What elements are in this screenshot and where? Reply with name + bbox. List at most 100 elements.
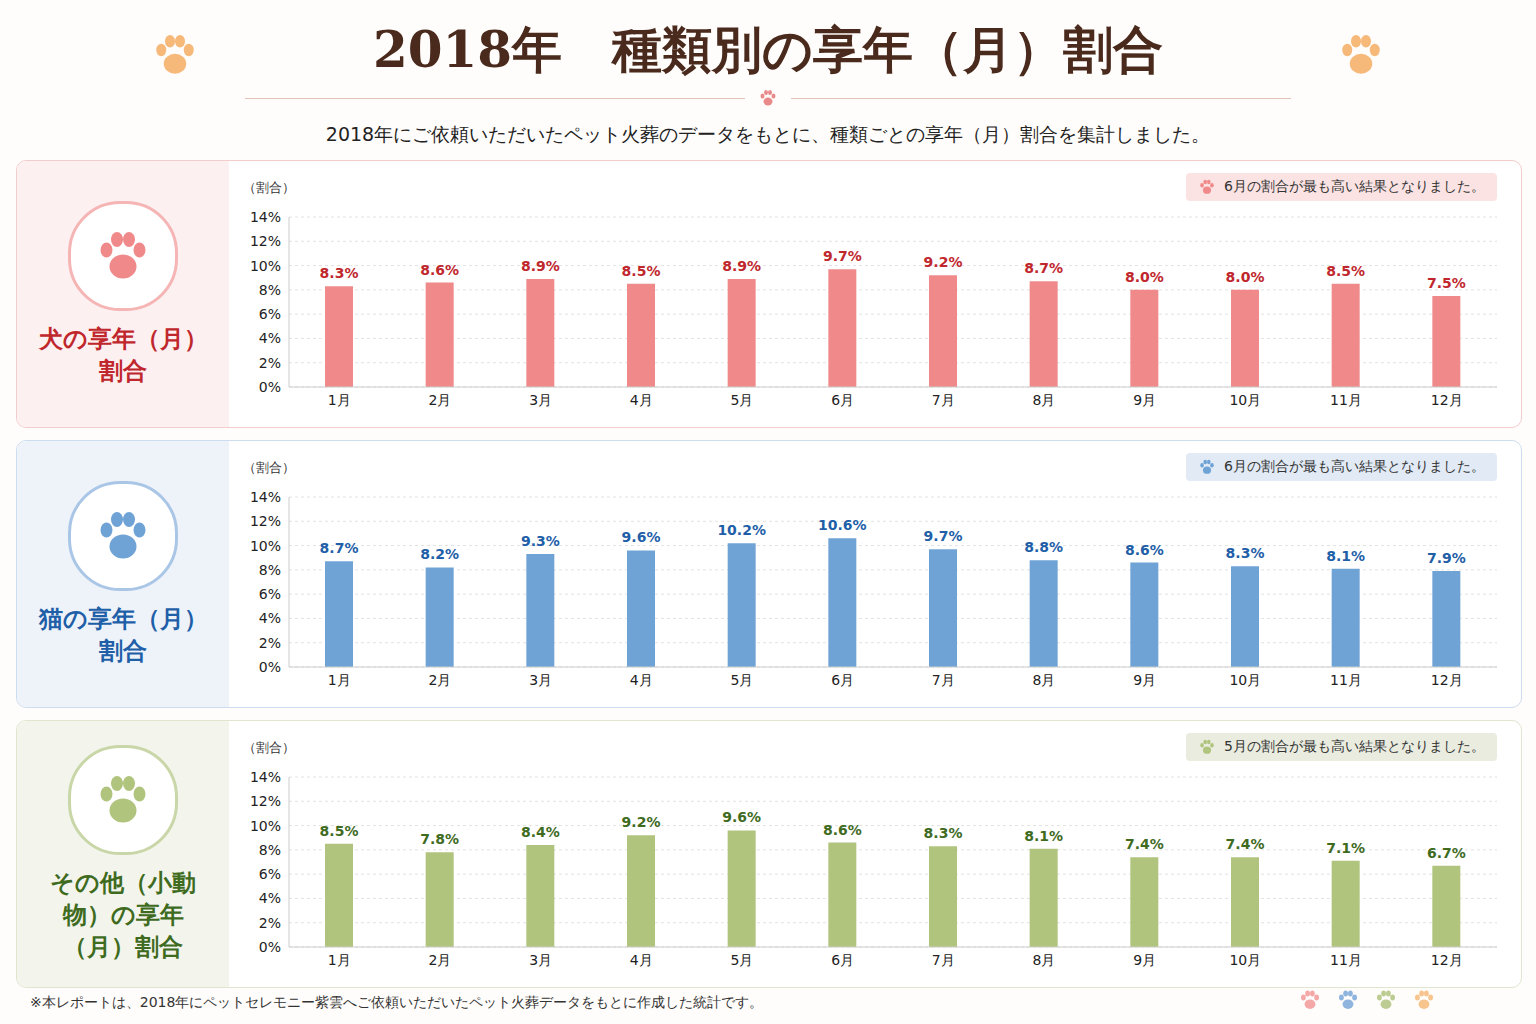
svg-text:8.6%: 8.6% bbox=[420, 262, 459, 278]
svg-text:2%: 2% bbox=[259, 915, 281, 931]
svg-text:9.7%: 9.7% bbox=[924, 528, 963, 544]
svg-text:7月: 7月 bbox=[932, 672, 955, 688]
svg-text:7.8%: 7.8% bbox=[420, 831, 459, 847]
svg-text:7.1%: 7.1% bbox=[1326, 840, 1365, 856]
svg-text:12%: 12% bbox=[250, 793, 281, 809]
svg-text:12%: 12% bbox=[250, 513, 281, 529]
svg-text:8%: 8% bbox=[259, 842, 281, 858]
svg-text:0%: 0% bbox=[259, 939, 281, 955]
html-text:猫の享年（月）割合: 猫の享年（月）割合 bbox=[38, 604, 208, 665]
svg-text:8.5%: 8.5% bbox=[320, 823, 359, 839]
svg-text:12月: 12月 bbox=[1431, 392, 1463, 408]
svg-text:4%: 4% bbox=[259, 890, 281, 906]
svg-text:8.6%: 8.6% bbox=[1125, 542, 1164, 558]
svg-text:8月: 8月 bbox=[1033, 672, 1056, 688]
svg-text:10.6%: 10.6% bbox=[818, 517, 867, 533]
svg-text:8.9%: 8.9% bbox=[722, 258, 761, 274]
svg-text:8.7%: 8.7% bbox=[320, 540, 359, 556]
svg-text:10%: 10% bbox=[250, 258, 281, 274]
svg-text:12月: 12月 bbox=[1431, 952, 1463, 968]
svg-text:8.9%: 8.9% bbox=[521, 258, 560, 274]
svg-text:2月: 2月 bbox=[429, 392, 452, 408]
svg-text:4月: 4月 bbox=[630, 952, 653, 968]
svg-text:1月: 1月 bbox=[328, 672, 351, 688]
svg-text:6.7%: 6.7% bbox=[1427, 845, 1466, 861]
svg-text:6%: 6% bbox=[259, 866, 281, 882]
svg-text:11月: 11月 bbox=[1330, 952, 1362, 968]
svg-text:8月: 8月 bbox=[1033, 952, 1056, 968]
svg-text:2月: 2月 bbox=[429, 672, 452, 688]
svg-text:6月: 6月 bbox=[831, 672, 854, 688]
svg-text:2%: 2% bbox=[259, 355, 281, 371]
svg-text:9.6%: 9.6% bbox=[622, 529, 661, 545]
svg-text:8.3%: 8.3% bbox=[924, 825, 963, 841]
svg-text:8.5%: 8.5% bbox=[622, 263, 661, 279]
svg-text:8.5%: 8.5% bbox=[1326, 263, 1365, 279]
svg-text:8.2%: 8.2% bbox=[420, 546, 459, 562]
svg-text:9月: 9月 bbox=[1133, 672, 1156, 688]
svg-text:1月: 1月 bbox=[328, 392, 351, 408]
svg-text:5月: 5月 bbox=[731, 672, 754, 688]
svg-text:10%: 10% bbox=[250, 818, 281, 834]
svg-text:0%: 0% bbox=[259, 379, 281, 395]
svg-text:10.2%: 10.2% bbox=[717, 522, 766, 538]
svg-text:5月: 5月 bbox=[731, 952, 754, 968]
svg-text:4月: 4月 bbox=[630, 392, 653, 408]
svg-text:7.4%: 7.4% bbox=[1125, 836, 1164, 852]
svg-text:8.7%: 8.7% bbox=[1024, 260, 1063, 276]
svg-text:7月: 7月 bbox=[932, 392, 955, 408]
svg-text:14%: 14% bbox=[250, 769, 281, 785]
svg-text:8.3%: 8.3% bbox=[1226, 545, 1265, 561]
svg-text:10%: 10% bbox=[250, 538, 281, 554]
svg-text:6月: 6月 bbox=[831, 952, 854, 968]
html-text:犬の享年（月）割合: 犬の享年（月）割合 bbox=[38, 324, 208, 385]
svg-text:8.4%: 8.4% bbox=[521, 824, 560, 840]
svg-text:8.3%: 8.3% bbox=[320, 265, 359, 281]
svg-text:10月: 10月 bbox=[1229, 392, 1261, 408]
svg-text:6%: 6% bbox=[259, 306, 281, 322]
svg-text:2月: 2月 bbox=[429, 952, 452, 968]
svg-text:5月: 5月 bbox=[731, 392, 754, 408]
html-text:2018年 種類別の享年（月）割合: 2018年 種類別の享年（月）割合 bbox=[372, 20, 1164, 79]
svg-text:8.8%: 8.8% bbox=[1024, 539, 1063, 555]
svg-text:9.6%: 9.6% bbox=[722, 809, 761, 825]
svg-text:11月: 11月 bbox=[1330, 672, 1362, 688]
svg-text:4%: 4% bbox=[259, 610, 281, 626]
svg-text:6月: 6月 bbox=[831, 392, 854, 408]
svg-text:9.3%: 9.3% bbox=[521, 533, 560, 549]
svg-text:9.2%: 9.2% bbox=[924, 254, 963, 270]
svg-text:12月: 12月 bbox=[1431, 672, 1463, 688]
svg-text:7.5%: 7.5% bbox=[1427, 275, 1466, 291]
svg-text:3月: 3月 bbox=[529, 952, 552, 968]
svg-text:14%: 14% bbox=[250, 489, 281, 505]
svg-text:4%: 4% bbox=[259, 330, 281, 346]
html-text:その他（小動物）の享年（月）割合: その他（小動物）の享年（月）割合 bbox=[50, 868, 196, 961]
svg-text:6%: 6% bbox=[259, 586, 281, 602]
svg-text:10月: 10月 bbox=[1229, 952, 1261, 968]
svg-text:3月: 3月 bbox=[529, 392, 552, 408]
svg-text:12%: 12% bbox=[250, 233, 281, 249]
svg-text:8.0%: 8.0% bbox=[1226, 269, 1265, 285]
svg-text:8%: 8% bbox=[259, 562, 281, 578]
svg-text:8.6%: 8.6% bbox=[823, 822, 862, 838]
svg-text:9月: 9月 bbox=[1133, 392, 1156, 408]
svg-text:1月: 1月 bbox=[328, 952, 351, 968]
svg-text:0%: 0% bbox=[259, 659, 281, 675]
svg-text:3月: 3月 bbox=[529, 672, 552, 688]
svg-text:9.7%: 9.7% bbox=[823, 248, 862, 264]
svg-text:9.2%: 9.2% bbox=[622, 814, 661, 830]
svg-text:8%: 8% bbox=[259, 282, 281, 298]
svg-text:7.4%: 7.4% bbox=[1226, 836, 1265, 852]
svg-text:2%: 2% bbox=[259, 635, 281, 651]
svg-text:9月: 9月 bbox=[1133, 952, 1156, 968]
svg-text:11月: 11月 bbox=[1330, 392, 1362, 408]
svg-text:8.1%: 8.1% bbox=[1326, 548, 1365, 564]
svg-text:8月: 8月 bbox=[1033, 392, 1056, 408]
svg-text:14%: 14% bbox=[250, 209, 281, 225]
svg-text:7月: 7月 bbox=[932, 952, 955, 968]
svg-text:8.0%: 8.0% bbox=[1125, 269, 1164, 285]
svg-text:4月: 4月 bbox=[630, 672, 653, 688]
svg-text:7.9%: 7.9% bbox=[1427, 550, 1466, 566]
svg-text:10月: 10月 bbox=[1229, 672, 1261, 688]
svg-text:8.1%: 8.1% bbox=[1024, 828, 1063, 844]
